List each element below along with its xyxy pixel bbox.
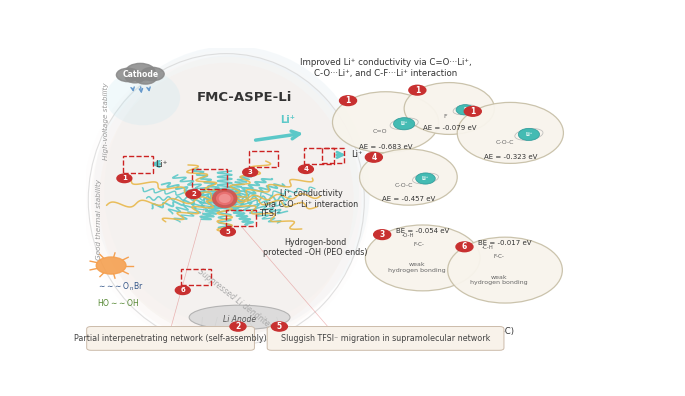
Ellipse shape: [216, 192, 234, 205]
Circle shape: [135, 72, 156, 84]
Text: 6: 6: [462, 242, 467, 251]
Circle shape: [458, 103, 563, 164]
Text: Li⁺: Li⁺: [155, 160, 167, 169]
Circle shape: [464, 107, 482, 116]
Circle shape: [365, 225, 480, 291]
Text: Li⁺: Li⁺: [401, 121, 408, 126]
Text: Li⁺: Li⁺: [525, 132, 533, 137]
Text: 4: 4: [371, 153, 377, 162]
Ellipse shape: [94, 46, 370, 336]
Text: Li Anode: Li Anode: [223, 315, 256, 324]
Text: 4: 4: [303, 166, 308, 172]
Ellipse shape: [189, 305, 290, 329]
Text: 1: 1: [345, 96, 351, 105]
Text: Improved Li⁺ conductivity via C=O···Li⁺,
C-O···Li⁺, and C-F···Li⁺ interaction: Improved Li⁺ conductivity via C=O···Li⁺,…: [300, 58, 471, 78]
Circle shape: [416, 173, 435, 184]
Text: Li⁺: Li⁺: [422, 176, 429, 181]
Ellipse shape: [115, 64, 349, 317]
Text: Sluggish TFSI⁻ migration in supramolecular network: Sluggish TFSI⁻ migration in supramolecul…: [281, 334, 490, 343]
Circle shape: [96, 257, 126, 274]
Text: High-voltage stability: High-voltage stability: [103, 82, 109, 160]
Ellipse shape: [83, 51, 370, 349]
Text: $\mathregular{\sim\!\sim\!\sim}$O$\mathregular{_{\,n}}$Br: $\mathregular{\sim\!\sim\!\sim}$O$\mathr…: [97, 281, 144, 293]
Circle shape: [360, 149, 458, 205]
Circle shape: [116, 68, 140, 82]
Circle shape: [117, 174, 132, 183]
Ellipse shape: [105, 70, 180, 125]
Circle shape: [221, 227, 236, 236]
Text: 6: 6: [180, 287, 185, 293]
Ellipse shape: [91, 57, 362, 343]
FancyBboxPatch shape: [267, 327, 504, 350]
Circle shape: [519, 128, 540, 141]
Circle shape: [404, 83, 495, 134]
Circle shape: [456, 242, 473, 252]
Ellipse shape: [212, 189, 238, 208]
Text: -C-H: -C-H: [482, 245, 494, 250]
Circle shape: [186, 190, 201, 198]
Text: 1: 1: [470, 107, 475, 116]
Circle shape: [242, 168, 258, 177]
Text: F: F: [463, 107, 466, 112]
Circle shape: [271, 322, 287, 331]
Circle shape: [393, 118, 414, 130]
Circle shape: [175, 286, 190, 295]
Text: BE = -0.017 eV: BE = -0.017 eV: [478, 240, 532, 246]
Text: AE = -0.323 eV: AE = -0.323 eV: [484, 154, 537, 160]
Text: Partial interpenetrating network (self-assembly): Partial interpenetrating network (self-a…: [74, 334, 267, 343]
Text: AE = -0.079 eV: AE = -0.079 eV: [423, 126, 476, 131]
Text: Hydrogen-bond
protected –OH (PEO ends): Hydrogen-bond protected –OH (PEO ends): [263, 238, 368, 257]
Text: -O-H: -O-H: [402, 232, 414, 238]
Text: FMC-ASPE-Li: FMC-ASPE-Li: [197, 91, 292, 104]
Text: C=O: C=O: [373, 129, 388, 134]
Circle shape: [340, 96, 356, 106]
Text: Good thermal stability: Good thermal stability: [96, 179, 102, 260]
Ellipse shape: [99, 63, 353, 337]
Text: Cathode: Cathode: [122, 70, 158, 80]
Text: F: F: [443, 114, 447, 119]
FancyBboxPatch shape: [87, 327, 254, 350]
Text: C-O-C: C-O-C: [496, 139, 514, 145]
Circle shape: [374, 230, 390, 240]
Text: 2: 2: [191, 191, 196, 197]
Ellipse shape: [219, 194, 231, 203]
Text: 2: 2: [236, 322, 240, 331]
Text: AE = -0.683 eV: AE = -0.683 eV: [359, 144, 412, 150]
Circle shape: [409, 85, 426, 95]
Text: C-O-C: C-O-C: [395, 183, 413, 188]
Circle shape: [125, 72, 145, 83]
Text: 5: 5: [277, 322, 282, 331]
Text: Hydrogen bonds (C-H···F-C): Hydrogen bonds (C-H···F-C): [395, 327, 514, 335]
Circle shape: [141, 67, 164, 81]
Text: Suppressed Li dendrites: Suppressed Li dendrites: [196, 267, 275, 331]
Circle shape: [332, 92, 438, 153]
Circle shape: [125, 63, 155, 80]
Circle shape: [365, 152, 382, 162]
Text: Li⁺ conductivity
via C-O···Li⁺ interaction: Li⁺ conductivity via C-O···Li⁺ interacti…: [264, 189, 358, 209]
Text: Li⁺: Li⁺: [280, 115, 295, 125]
Circle shape: [456, 105, 474, 115]
Text: Li⁺: Li⁺: [351, 150, 362, 159]
Text: weak
hydrogen bonding: weak hydrogen bonding: [388, 263, 446, 273]
Text: 1: 1: [122, 175, 127, 181]
Circle shape: [299, 165, 313, 173]
Text: 3: 3: [248, 169, 253, 175]
Text: 1: 1: [414, 86, 420, 95]
Circle shape: [448, 237, 562, 303]
Text: 5: 5: [225, 229, 230, 235]
Text: TFSI⁻: TFSI⁻: [260, 209, 282, 218]
Text: HO$\mathregular{\sim\!\sim}$OH: HO$\mathregular{\sim\!\sim}$OH: [97, 297, 140, 308]
Ellipse shape: [104, 55, 359, 327]
Text: AE = -0.457 eV: AE = -0.457 eV: [382, 196, 435, 202]
Text: 3: 3: [379, 230, 385, 239]
Text: F-C-: F-C-: [493, 254, 504, 259]
Text: weak
hydrogen bonding: weak hydrogen bonding: [471, 274, 528, 286]
Circle shape: [230, 322, 246, 331]
Text: BE = -0.054 eV: BE = -0.054 eV: [396, 228, 449, 234]
Text: F-C-: F-C-: [414, 242, 425, 247]
